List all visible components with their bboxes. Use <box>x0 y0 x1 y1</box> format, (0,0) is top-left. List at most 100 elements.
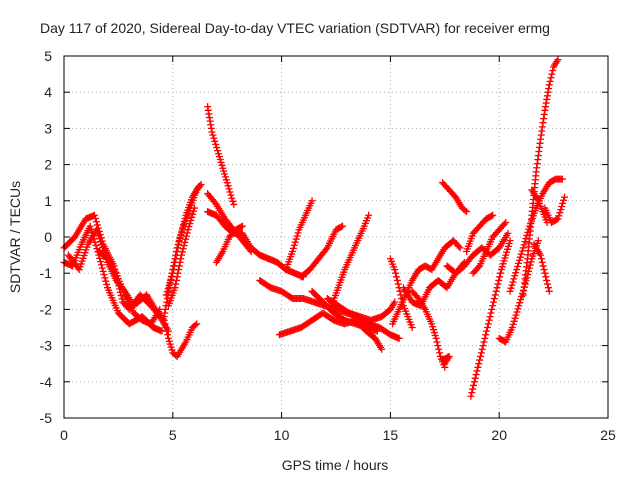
y-tick-label: 1 <box>44 193 52 209</box>
data-point <box>515 302 523 310</box>
data-point <box>518 247 526 255</box>
data-point <box>511 272 519 280</box>
data-point <box>484 320 492 328</box>
data-point <box>545 81 553 89</box>
data-point <box>496 273 504 281</box>
data-point <box>167 275 175 283</box>
data-point <box>247 247 255 255</box>
data-point <box>475 360 483 368</box>
data-point <box>209 131 217 139</box>
series-arc-16 <box>297 222 347 281</box>
data-point <box>339 222 347 230</box>
data-point <box>174 269 182 277</box>
data-point <box>229 197 237 205</box>
data-point <box>482 331 490 339</box>
data-point <box>180 218 188 226</box>
data-point <box>181 214 189 222</box>
data-point <box>224 182 232 190</box>
data-point <box>470 378 478 386</box>
data-point <box>102 277 110 285</box>
data-point <box>488 305 496 313</box>
data-point <box>293 232 301 240</box>
data-point <box>545 287 553 295</box>
data-point <box>538 258 546 266</box>
data-point <box>238 222 246 230</box>
data-point <box>289 244 297 252</box>
data-point <box>537 255 545 263</box>
data-point <box>480 338 488 346</box>
y-tick-label: -1 <box>40 265 53 281</box>
series-arc-28 <box>467 237 514 400</box>
data-point <box>509 278 517 286</box>
data-point <box>469 385 477 393</box>
data-point <box>507 284 515 292</box>
data-point <box>179 245 187 253</box>
data-point <box>492 287 500 295</box>
data-point <box>186 220 194 228</box>
data-point <box>391 266 399 274</box>
data-point <box>214 147 222 155</box>
data-point <box>98 264 106 272</box>
data-point <box>103 280 111 288</box>
data-point <box>392 273 400 281</box>
data-point <box>514 262 522 270</box>
data-point <box>291 238 299 246</box>
data-point <box>211 137 219 145</box>
data-point <box>539 262 547 270</box>
data-point <box>489 211 497 219</box>
data-point <box>544 280 552 288</box>
data-point <box>440 355 448 363</box>
y-tick-label: -5 <box>40 410 53 426</box>
data-point <box>510 275 518 283</box>
data-point <box>461 206 469 214</box>
data-point <box>177 255 185 263</box>
data-point <box>474 363 482 371</box>
data-point <box>537 251 545 259</box>
data-point <box>181 238 189 246</box>
data-point <box>227 191 235 199</box>
data-point <box>455 242 463 250</box>
data-point <box>395 334 403 342</box>
data-point <box>555 212 563 220</box>
data-point <box>485 316 493 324</box>
data-point <box>161 305 169 313</box>
data-point <box>558 175 566 183</box>
data-point <box>433 338 441 346</box>
data-point <box>212 140 220 148</box>
x-tick-label: 10 <box>274 427 290 443</box>
data-point <box>456 244 464 252</box>
data-point <box>162 324 170 331</box>
data-point <box>486 313 494 321</box>
series-arc-30 <box>495 237 542 346</box>
data-point <box>176 258 184 266</box>
data-point <box>225 185 233 193</box>
data-point <box>166 279 174 287</box>
data-point <box>512 311 520 319</box>
series-arc-8 <box>164 204 199 310</box>
data-point <box>549 66 557 74</box>
data-point <box>179 221 187 229</box>
series-arc-15 <box>282 197 316 274</box>
data-point <box>228 194 236 202</box>
data-point <box>509 320 517 328</box>
data-point <box>483 327 491 335</box>
data-point <box>493 284 501 292</box>
series-arc-29 <box>469 219 510 277</box>
y-tick-label: 0 <box>44 229 52 245</box>
data-point <box>511 314 519 322</box>
data-point <box>512 269 520 277</box>
data-point <box>508 324 516 331</box>
data-point <box>516 299 524 307</box>
series-arc-25 <box>439 179 471 216</box>
data-point <box>517 296 525 304</box>
data-point <box>96 254 104 262</box>
data-point <box>182 232 190 240</box>
data-point <box>187 216 195 224</box>
data-point <box>487 212 495 220</box>
data-point <box>540 266 548 274</box>
data-point <box>396 287 404 295</box>
series-arc-19 <box>323 295 399 324</box>
data-point <box>163 327 171 335</box>
data-point <box>230 200 238 208</box>
data-point <box>178 248 186 256</box>
